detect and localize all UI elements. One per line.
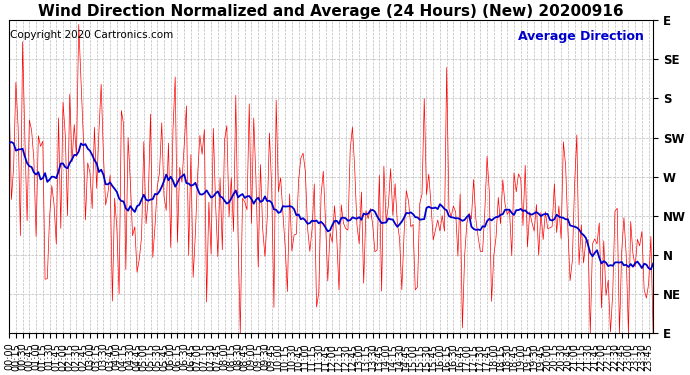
Text: Copyright 2020 Cartronics.com: Copyright 2020 Cartronics.com xyxy=(10,30,174,40)
Title: Wind Direction Normalized and Average (24 Hours) (New) 20200916: Wind Direction Normalized and Average (2… xyxy=(39,4,624,19)
Text: Average Direction: Average Direction xyxy=(518,30,644,43)
